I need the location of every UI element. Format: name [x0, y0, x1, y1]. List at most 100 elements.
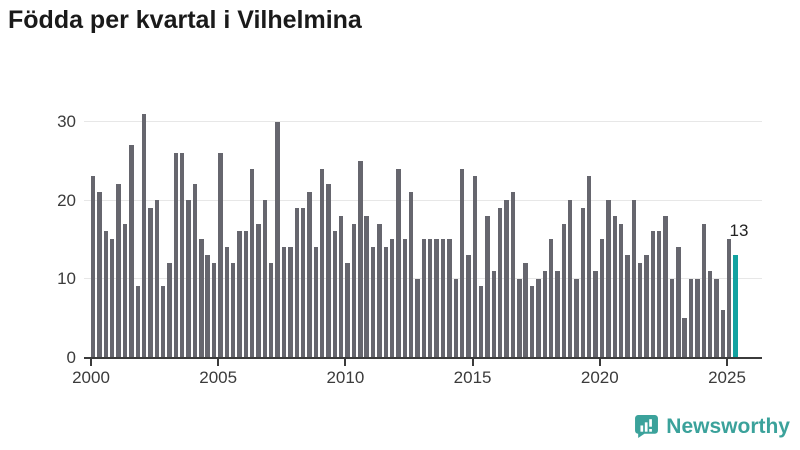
bar [472, 176, 477, 357]
bar [478, 286, 484, 357]
x-tick-label: 2015 [453, 368, 492, 387]
bar [110, 239, 115, 357]
bar [631, 200, 636, 357]
bar [91, 176, 96, 357]
bar [580, 207, 586, 357]
bar [262, 200, 268, 357]
bar [555, 270, 560, 357]
bar [377, 223, 382, 357]
bar [300, 207, 306, 357]
bar [510, 192, 516, 357]
bar [243, 231, 249, 357]
bar [364, 215, 369, 357]
bar [383, 247, 388, 357]
bar [97, 192, 102, 357]
bar [192, 184, 198, 357]
bar [440, 239, 446, 357]
x-tick [217, 359, 220, 366]
bar [256, 223, 261, 357]
x-tick-label: 2020 [580, 368, 619, 387]
bar [676, 247, 681, 357]
bar [389, 239, 395, 357]
bar [688, 278, 694, 357]
bar [103, 231, 109, 357]
gridline [84, 199, 762, 201]
x-tick [90, 359, 92, 366]
bar [160, 286, 166, 357]
bar [288, 247, 293, 357]
bar [459, 168, 465, 357]
y-tick-label: 20 [57, 190, 76, 210]
bar [402, 239, 408, 357]
bar [148, 207, 153, 357]
bar [409, 192, 414, 357]
bar [269, 262, 274, 357]
newsworthy-logo: Newsworthy [634, 414, 790, 439]
bar [224, 247, 229, 357]
bar [396, 168, 401, 357]
bar [491, 270, 497, 357]
bar [447, 239, 452, 357]
bar [466, 254, 471, 357]
bar [332, 231, 338, 357]
bar [434, 239, 439, 357]
bar [307, 192, 312, 357]
x-tick [726, 359, 728, 366]
bar [599, 239, 605, 357]
bar [116, 184, 121, 357]
bar [135, 286, 140, 357]
bar [701, 223, 706, 357]
newsworthy-wordmark: Newsworthy [666, 414, 790, 438]
bar [275, 121, 280, 357]
bar [529, 286, 535, 357]
x-axis-line [84, 357, 762, 359]
bar [612, 215, 617, 357]
x-tick-label: 2010 [326, 368, 365, 387]
bar [173, 152, 179, 357]
bar [141, 113, 147, 357]
x-tick-label: 2005 [199, 368, 238, 387]
bar [650, 231, 656, 357]
bar [428, 239, 433, 357]
bar [707, 270, 713, 357]
bar [485, 215, 490, 357]
x-tick [598, 359, 601, 366]
bar [536, 278, 541, 357]
bar [211, 262, 217, 357]
bar [218, 152, 223, 357]
bar [230, 262, 236, 357]
bar [644, 254, 649, 357]
bar [319, 168, 325, 357]
bar [421, 239, 427, 357]
bar [167, 262, 172, 357]
bar [542, 270, 547, 357]
bar [326, 184, 331, 357]
chart-title: Födda per kvartal i Vilhelmina [8, 6, 362, 34]
bar [180, 152, 185, 357]
bar [637, 262, 643, 357]
bar [657, 231, 662, 357]
y-tick-label: 30 [57, 112, 76, 131]
bar [727, 239, 732, 357]
bar [250, 168, 255, 357]
bar [498, 207, 503, 357]
bar [199, 239, 204, 357]
bar [714, 278, 719, 357]
bar [720, 309, 726, 357]
bar [154, 200, 159, 357]
bar [606, 200, 611, 357]
bar [625, 254, 630, 357]
bar [129, 145, 134, 357]
x-tick [471, 359, 474, 366]
x-tick [344, 359, 347, 366]
bar [504, 200, 509, 357]
highlight-value-label: 13 [729, 221, 749, 240]
bar [568, 200, 573, 357]
x-tick-label: 2025 [708, 368, 746, 387]
bar [294, 207, 299, 357]
bar [351, 223, 357, 357]
bar [663, 215, 668, 357]
bar [358, 160, 363, 357]
bar [281, 247, 287, 357]
